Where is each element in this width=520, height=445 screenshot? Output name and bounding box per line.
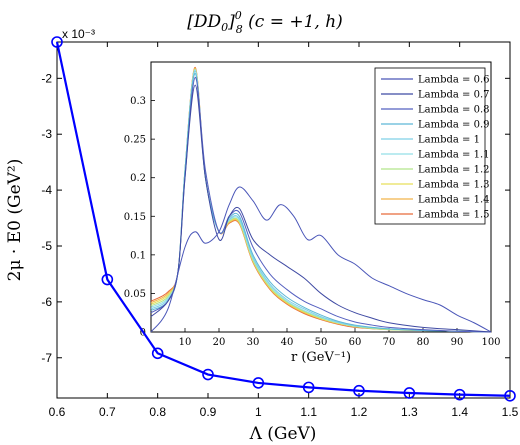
inset-x-tick-label: 40 [281, 337, 294, 348]
main-data-point [252, 377, 265, 389]
inset-x-tick-label: 60 [349, 337, 362, 348]
main-data-point [202, 368, 214, 381]
main-series-line [55, 41, 511, 397]
main-x-tick-label: 1.2 [351, 405, 368, 419]
main-x-tick-label: 0.6 [49, 405, 66, 419]
main-x-tick-label: 1.1 [300, 405, 317, 419]
inset-series-line [150, 84, 492, 333]
main-y-tick-label: -6 [41, 295, 52, 309]
legend-entry-label: Lambda = 0.7 [418, 90, 490, 101]
main-x-tick-label: 0.7 [99, 405, 116, 419]
inset-y-tick-label: 0.1 [130, 250, 146, 261]
main-y-tick-label: -5 [41, 239, 52, 253]
main-y-tick-label: -7 [41, 351, 52, 365]
main-data-point [51, 36, 63, 48]
main-x-tick-label: 1.3 [401, 405, 418, 419]
legend-entry-label: Lambda = 0.8 [418, 105, 490, 116]
inset-x-tick-label: 70 [383, 337, 396, 348]
main-data-point [151, 347, 164, 360]
inset-axis-ticks: 10 20 30 40 50 60 70 80 90 10000.050.10.150.20.25… [124, 96, 501, 348]
main-x-tick-label: 1.4 [451, 405, 468, 419]
inset-x-tick-label: 80 [417, 337, 430, 348]
main-series [51, 36, 516, 402]
inset-series-lines [150, 66, 492, 333]
main-x-tick-label: 1.5 [502, 405, 519, 419]
chart-title: [DD0]0 8 (c = +1, h) [187, 9, 343, 36]
inset-y-tick-label: 0.2 [130, 173, 146, 184]
main-y-axis-label: 2μ · E0 (GeV²) [5, 159, 25, 282]
main-data-point [302, 381, 315, 394]
legend-entry-label: Lambda = 1.1 [418, 150, 490, 161]
main-data-point [101, 273, 114, 286]
legend-entry-label: Lambda = 1 [418, 135, 480, 146]
main-axis-ticks: 0.6 0.7 0.8 0.9 1 1.1 1.2 1.3 1.4 1.5 -2 -3 -4 -5 -6 -7 [41, 42, 519, 419]
main-x-tick-label: 0.9 [200, 405, 217, 419]
inset-y-tick-label: 0.05 [124, 289, 146, 300]
legend-entry-label: Lambda = 1.5 [418, 210, 490, 221]
main-data-point [403, 387, 416, 399]
main-x-axis-label: Λ (GeV) [249, 424, 317, 444]
inset-x-tick-label: 20 [213, 337, 226, 348]
main-y-tick-label: -4 [41, 183, 52, 197]
inset-x-tick-label: 90 [451, 337, 464, 348]
main-data-point [453, 388, 466, 401]
main-x-tick-label: 0.8 [149, 405, 166, 419]
inset-legend: Lambda = 0.6 Lambda = 0.7 Lambda = 0.8 Lamb… [374, 67, 490, 225]
legend-entry-label: Lambda = 1.2 [418, 165, 490, 176]
inset-x-tick-label: 50 [315, 337, 328, 348]
main-y-tick-label: -3 [41, 127, 52, 141]
legend-entry-label: Lambda = 1.3 [418, 180, 490, 191]
inset-x-tick-label: 30 [247, 337, 260, 348]
main-data-point [353, 384, 365, 397]
main-data-point [504, 389, 516, 402]
legend-entry-label: Lambda = 0.9 [418, 120, 490, 131]
inset-y-tick-label: 0.3 [130, 96, 146, 107]
inset-series-line [150, 73, 492, 333]
inset-x-tick-label: 100 [481, 337, 500, 348]
inset-x-axis-label: r (GeV⁻¹) [291, 350, 351, 365]
inset-y-tick-label: 0.25 [124, 135, 146, 146]
main-y-tick-label: -2 [41, 71, 52, 85]
y-multiplier-label: x 10⁻³ [62, 27, 95, 41]
inset-x-tick-label: 10 [179, 337, 192, 348]
inset-series-line [150, 186, 492, 333]
main-x-tick-label: 1 [255, 405, 262, 419]
legend-entry-label: Lambda = 1.4 [418, 195, 490, 206]
legend-entry-label: Lambda = 0.6 [418, 75, 490, 86]
main-plot-frame [56, 41, 511, 399]
inset-y-tick-label: 0.15 [124, 212, 146, 223]
